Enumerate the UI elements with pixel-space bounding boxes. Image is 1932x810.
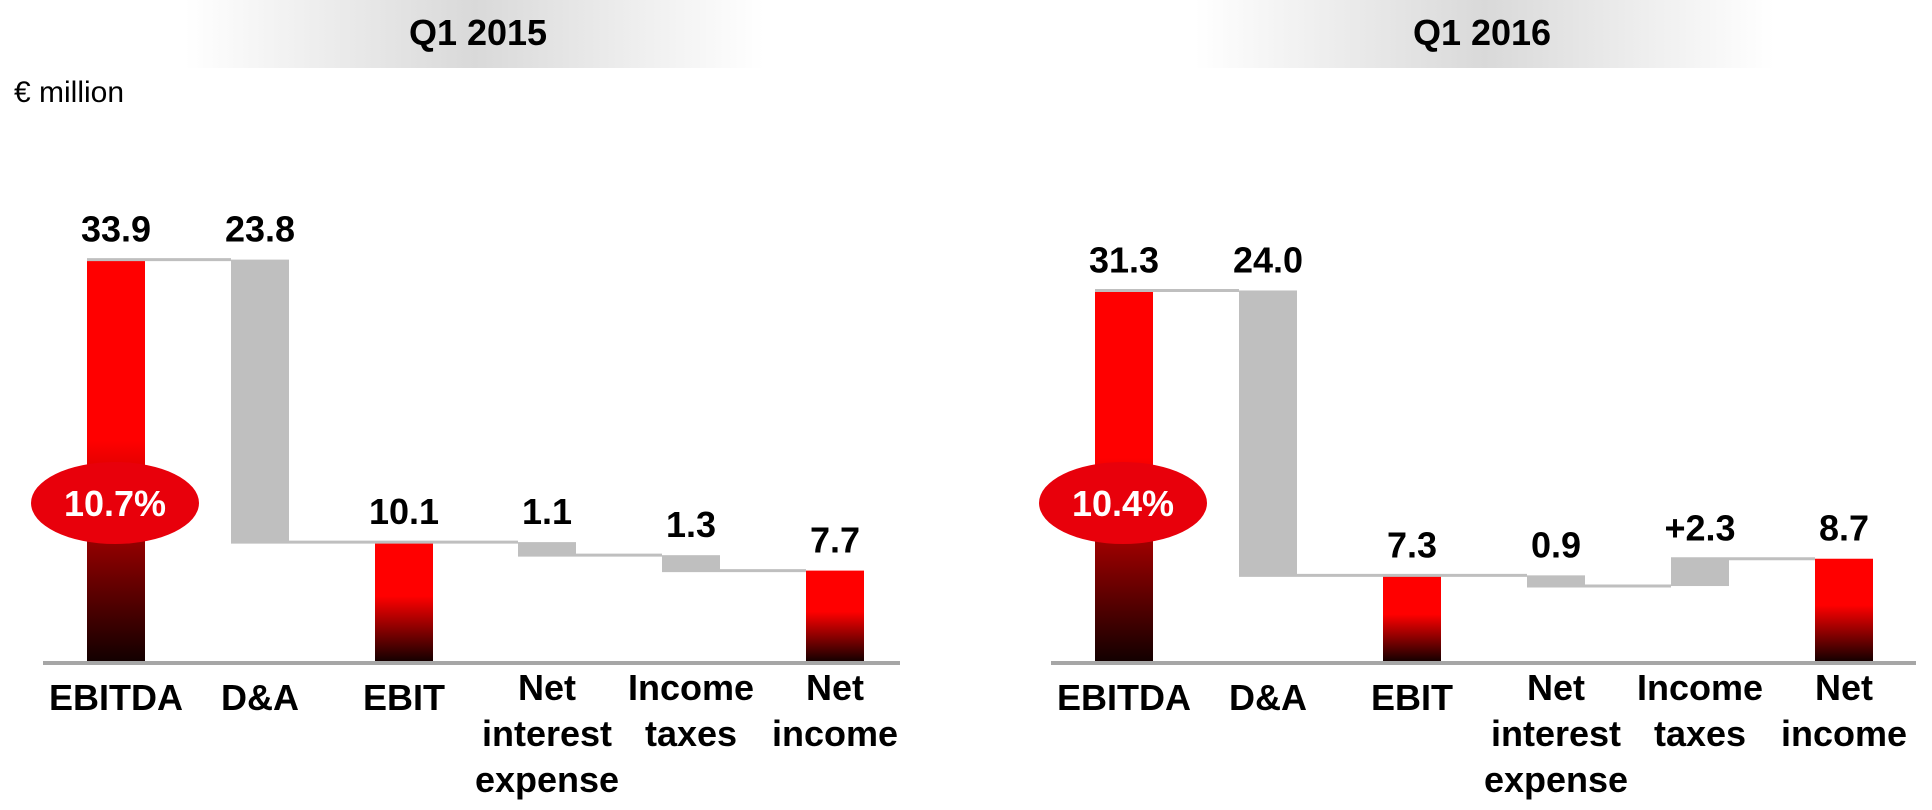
x-tick-label: EBITDA: [1057, 677, 1191, 718]
unit-label: € million: [14, 76, 124, 109]
x-tick-label: D&A: [1229, 677, 1307, 718]
margin-badge: [1039, 462, 1207, 544]
x-tick-label: Income taxes: [628, 667, 754, 754]
x-tick-label: EBITDA: [49, 677, 183, 718]
bar: [518, 542, 576, 556]
x-tick-label: Net interest expense: [1484, 667, 1628, 800]
bar: [231, 259, 289, 543]
data-label: 7.7: [810, 520, 860, 561]
bar: [87, 259, 145, 662]
data-label: 7.3: [1387, 524, 1437, 565]
data-label: 33.9: [81, 209, 151, 250]
data-label: 0.9: [1531, 524, 1581, 565]
bar: [1239, 290, 1297, 576]
bar: [375, 542, 433, 662]
x-tick-label: Net interest expense: [475, 667, 619, 800]
bar: [1383, 575, 1441, 662]
margin-badge: [31, 462, 199, 544]
data-label: 1.1: [522, 491, 572, 532]
bar: [806, 570, 864, 662]
chart-title: Q1 2016: [1413, 12, 1551, 53]
margin-label: 10.4%: [1072, 483, 1174, 524]
x-tick-label: EBIT: [1371, 677, 1453, 718]
bar: [1815, 558, 1873, 662]
header-band: [1195, 0, 1774, 68]
x-tick-label: EBIT: [363, 677, 445, 718]
bar: [1527, 575, 1585, 587]
x-tick-label: D&A: [221, 677, 299, 718]
data-label: 31.3: [1089, 239, 1159, 280]
bar: [662, 555, 720, 571]
data-label: 24.0: [1233, 239, 1303, 280]
x-tick-label: Net income: [772, 667, 898, 754]
data-label: 1.3: [666, 504, 716, 545]
header-band: [185, 0, 764, 68]
x-tick-label: Income taxes: [1637, 667, 1763, 754]
bar: [1671, 558, 1729, 587]
margin-label: 10.7%: [64, 483, 166, 524]
data-label: 10.1: [369, 491, 439, 532]
data-label: 8.7: [1819, 508, 1869, 549]
data-label: 23.8: [225, 209, 295, 250]
x-tick-label: Net income: [1781, 667, 1907, 754]
chart-title: Q1 2015: [409, 12, 547, 53]
data-label: +2.3: [1664, 508, 1735, 549]
